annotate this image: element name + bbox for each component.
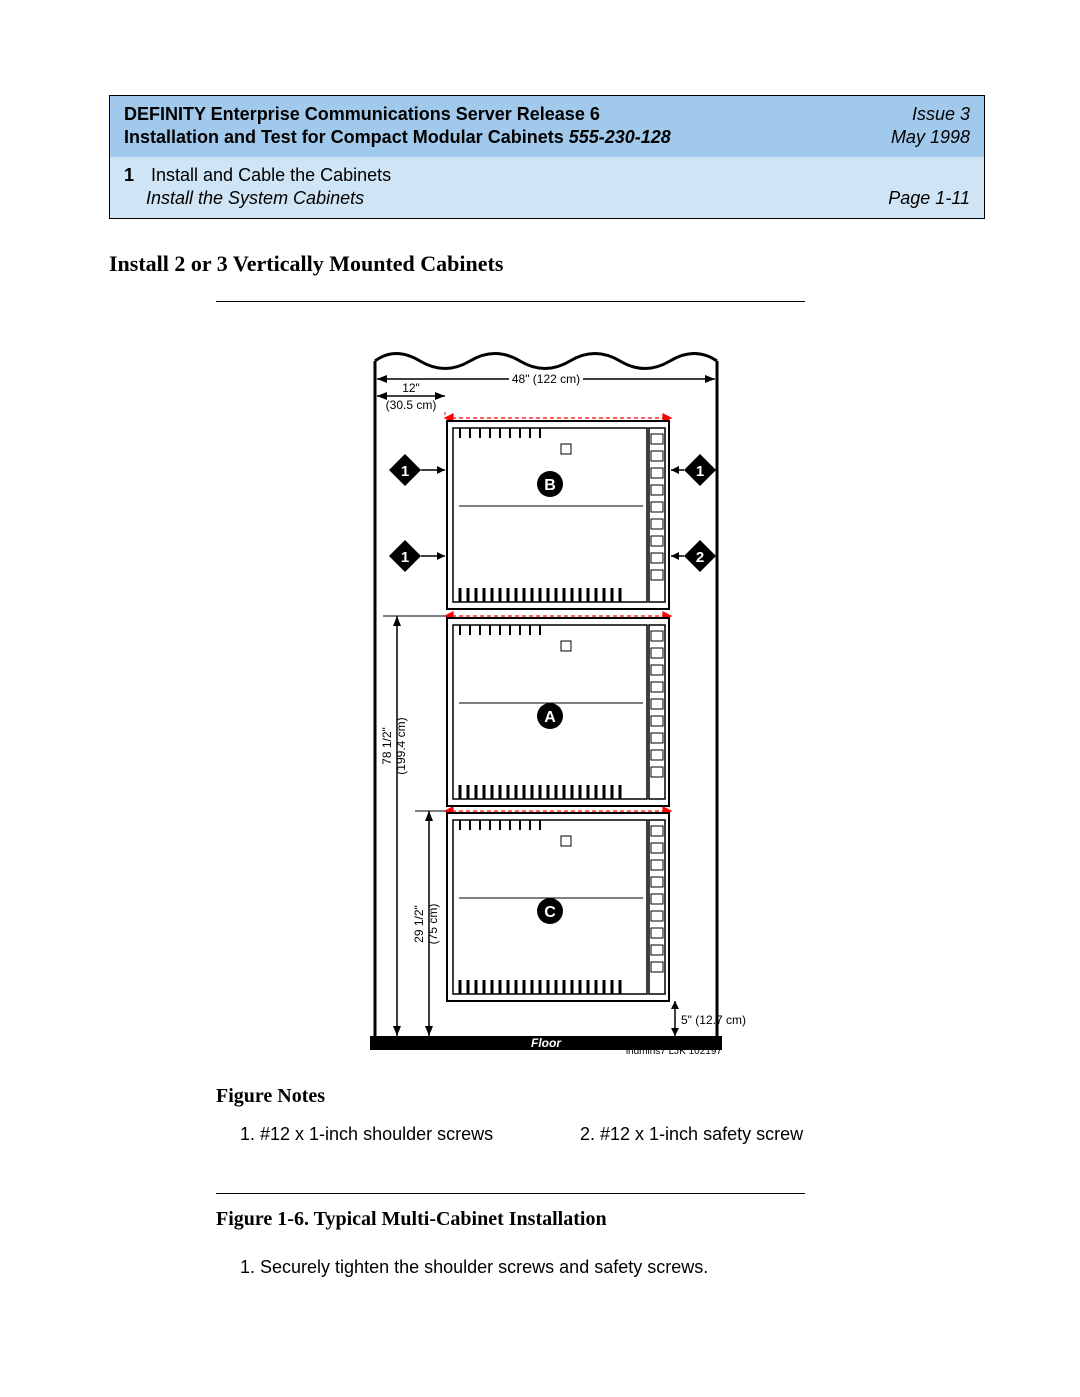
figure: 48" (122 cm) 12" (30.5 cm) bbox=[0, 302, 1080, 1071]
figure-note-1: 1. #12 x 1-inch shoulder screws bbox=[240, 1124, 580, 1145]
svg-text:12": 12" bbox=[402, 381, 420, 395]
svg-text:1: 1 bbox=[696, 463, 704, 480]
svg-text:Floor: Floor bbox=[531, 1036, 562, 1050]
svg-text:B: B bbox=[544, 477, 556, 494]
figure-note-2: 2. #12 x 1-inch safety screw bbox=[580, 1124, 920, 1145]
figure-caption: Figure 1-6. Typical Multi-Cabinet Instal… bbox=[216, 1208, 1080, 1231]
subsection-label: Install the System Cabinets bbox=[146, 187, 364, 210]
page-header: DEFINITY Enterprise Communications Serve… bbox=[109, 95, 985, 219]
svg-text:C: C bbox=[544, 904, 556, 921]
step-1: 1. Securely tighten the shoulder screws … bbox=[240, 1257, 920, 1278]
svg-text:5" (12.7 cm): 5" (12.7 cm) bbox=[681, 1013, 746, 1027]
svg-text:1: 1 bbox=[401, 549, 409, 566]
figure-notes-title: Figure Notes bbox=[216, 1085, 1080, 1108]
diagram-id: indmins7 LJK 102197 bbox=[626, 1046, 723, 1056]
doc-title-line2: Installation and Test for Compact Modula… bbox=[124, 126, 820, 149]
cabinet-c: C bbox=[447, 813, 669, 1001]
cabinet-a: A bbox=[447, 618, 669, 806]
issue-date: May 1998 bbox=[820, 126, 970, 149]
svg-text:29 1/2": 29 1/2" bbox=[412, 905, 426, 943]
doc-title-line1: DEFINITY Enterprise Communications Serve… bbox=[124, 103, 820, 126]
section-title: Install 2 or 3 Vertically Mounted Cabine… bbox=[109, 251, 1080, 277]
figure-notes-row: 1. #12 x 1-inch shoulder screws 2. #12 x… bbox=[240, 1124, 920, 1145]
cabinet-b: B bbox=[447, 421, 669, 609]
chapter-number: 1 bbox=[124, 164, 146, 187]
doc-number: 555-230-128 bbox=[569, 127, 671, 147]
figure-rule-bottom bbox=[216, 1193, 805, 1194]
cabinet-diagram: 48" (122 cm) 12" (30.5 cm) bbox=[325, 336, 755, 1056]
page: DEFINITY Enterprise Communications Serve… bbox=[0, 0, 1080, 1397]
svg-text:2: 2 bbox=[696, 549, 704, 566]
issue-label: Issue 3 bbox=[820, 103, 970, 126]
svg-text:78 1/2": 78 1/2" bbox=[380, 727, 394, 765]
svg-text:1: 1 bbox=[401, 463, 409, 480]
header-row-chapter: 1 Install and Cable the Cabinets Install… bbox=[110, 157, 984, 218]
svg-text:(75 cm): (75 cm) bbox=[426, 903, 440, 944]
page-number: Page 1-11 bbox=[820, 187, 970, 210]
dim-width: 48" (122 cm) bbox=[512, 372, 580, 386]
header-row-title: DEFINITY Enterprise Communications Serve… bbox=[110, 96, 984, 157]
svg-text:A: A bbox=[544, 709, 556, 726]
svg-text:(30.5 cm): (30.5 cm) bbox=[386, 398, 437, 412]
svg-text:(199.4 cm): (199.4 cm) bbox=[394, 717, 408, 774]
chapter-label: Install and Cable the Cabinets bbox=[151, 165, 391, 185]
